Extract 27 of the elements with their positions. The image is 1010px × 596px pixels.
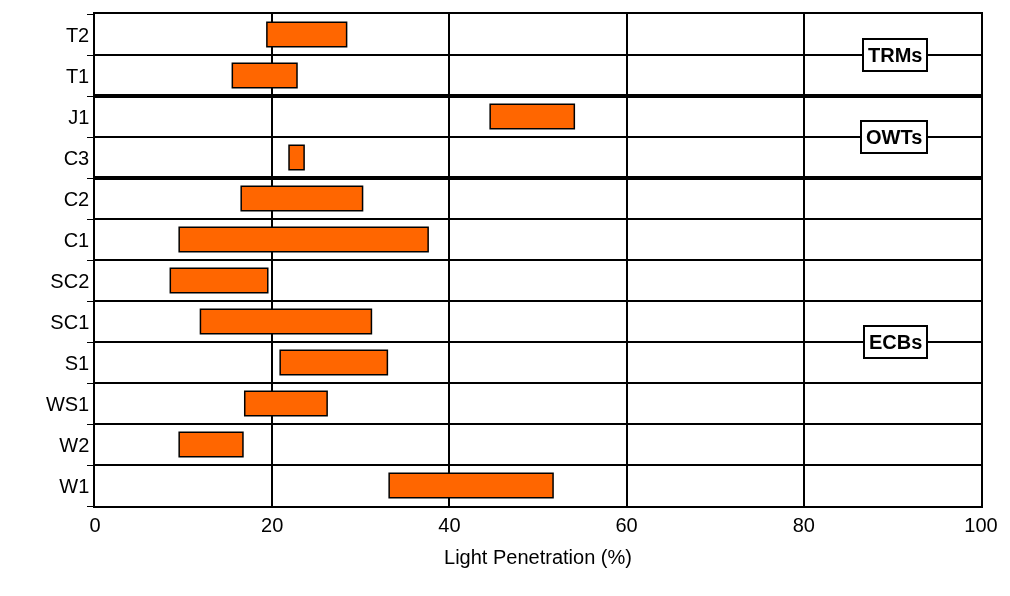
y-tick-label: W1: [59, 474, 90, 497]
annotation: OWTs: [866, 126, 923, 148]
annotation: TRMs: [868, 44, 923, 66]
bar: [169, 267, 269, 294]
y-tick-label: J1: [68, 105, 90, 128]
annotation: ECBs: [869, 331, 923, 353]
bar: [288, 144, 305, 171]
y-tick-label: SC2: [50, 269, 90, 292]
x-tick-label: 60: [615, 513, 638, 536]
y-tick-label: C3: [63, 146, 90, 169]
y-tick-label: C2: [63, 187, 90, 210]
y-tick-label: SC1: [50, 310, 90, 333]
y-tick-label: T2: [65, 23, 90, 46]
y-tick-label: W2: [59, 433, 90, 456]
x-tick-label: 0: [89, 513, 101, 536]
x-tick-label: 20: [261, 513, 284, 536]
y-tick-label: C1: [63, 228, 90, 251]
y-tick-label: WS1: [45, 392, 90, 415]
bar: [489, 103, 576, 130]
bar: [279, 349, 389, 376]
x-tick-label: 80: [792, 513, 815, 536]
x-tick-label: 100: [964, 513, 998, 536]
y-tick-label: T1: [65, 64, 90, 87]
y-tick-label: S1: [64, 351, 90, 374]
x-axis-title: Light Penetration (%): [444, 545, 632, 568]
x-tick-label: 40: [438, 513, 461, 536]
bar: [178, 431, 244, 458]
